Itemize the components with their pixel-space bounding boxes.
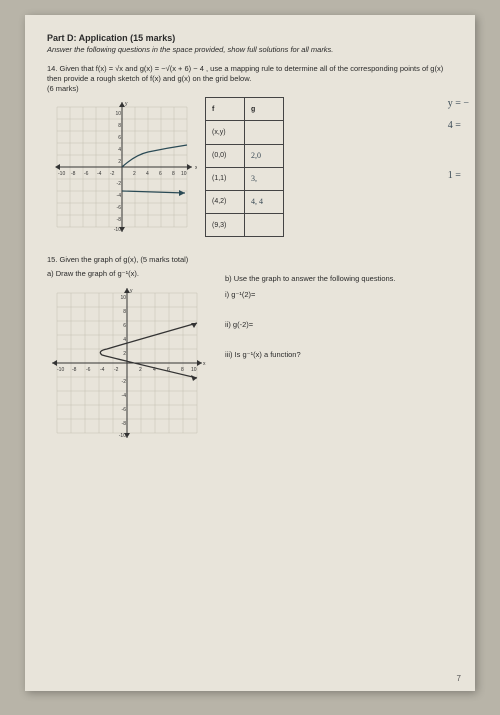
- svg-text:y: y: [125, 101, 128, 107]
- table-row: (4,2) 4, 4: [206, 190, 284, 213]
- svg-text:4: 4: [118, 147, 121, 153]
- cell: [245, 121, 284, 144]
- svg-text:8: 8: [118, 123, 121, 129]
- svg-text:-2: -2: [110, 171, 115, 177]
- svg-text:10: 10: [191, 367, 197, 373]
- svg-text:6: 6: [159, 171, 162, 177]
- cell: (9,3): [206, 214, 245, 237]
- svg-text:-8: -8: [71, 171, 76, 177]
- svg-text:-8: -8: [122, 421, 127, 427]
- table-row: (9,3): [206, 214, 284, 237]
- part-title: Part D: Application (15 marks): [47, 33, 453, 43]
- svg-text:-10: -10: [119, 433, 126, 439]
- svg-text:4: 4: [123, 337, 126, 343]
- cell: [245, 214, 284, 237]
- svg-text:x: x: [195, 165, 197, 171]
- svg-text:10: 10: [120, 295, 126, 301]
- cell: (x,y): [206, 121, 245, 144]
- table-row: (x,y): [206, 121, 284, 144]
- q14-table: f g (x,y) (0,0) 2,0 (1,1) 3, (4,2) 4, 4 …: [205, 97, 284, 237]
- svg-text:-4: -4: [97, 171, 102, 177]
- svg-text:8: 8: [181, 367, 184, 373]
- table-header-g: g: [245, 98, 284, 121]
- cell: 2,0: [245, 144, 284, 167]
- table-row: (0,0) 2,0: [206, 144, 284, 167]
- q14-marks: (6 marks): [47, 84, 79, 93]
- svg-text:-2: -2: [114, 367, 119, 373]
- svg-text:2: 2: [133, 171, 136, 177]
- svg-text:-6: -6: [117, 205, 122, 211]
- svg-text:-4: -4: [122, 393, 127, 399]
- svg-text:-4: -4: [100, 367, 105, 373]
- q15-b-i: i) g⁻¹(2)=: [225, 289, 425, 301]
- table-header-f: f: [206, 98, 245, 121]
- svg-text:-10: -10: [58, 171, 65, 177]
- q14-grid: x y 10 8 6 4 2 -2 -4 -6 -8 -10 -10 -8 -6: [47, 97, 197, 237]
- q15-intro: 15. Given the graph of g(x), (5 marks to…: [47, 255, 453, 265]
- cell: (1,1): [206, 167, 245, 190]
- annot-y: y = −: [448, 93, 469, 115]
- cell: (0,0): [206, 144, 245, 167]
- svg-text:-6: -6: [122, 407, 127, 413]
- cell: 4, 4: [245, 190, 284, 213]
- svg-text:-8: -8: [72, 367, 77, 373]
- q14-fx: f(x) = √x: [96, 64, 123, 73]
- q15-a-label: a) Draw the graph of g⁻¹(x).: [47, 269, 217, 279]
- svg-text:-10: -10: [57, 367, 64, 373]
- svg-text:-2: -2: [117, 181, 122, 187]
- side-annotations: y = − 4 = 1 =: [448, 93, 469, 187]
- svg-text:-2: -2: [122, 379, 127, 385]
- q15-grid: x y 10 8 6 4 2 -2 -4 -6 -8 -10 -10: [47, 283, 197, 443]
- cell: 3,: [245, 167, 284, 190]
- q15-b-ii: ii) g(-2)=: [225, 319, 425, 331]
- part-subtitle: Answer the following questions in the sp…: [47, 45, 453, 54]
- page-number: 7: [457, 674, 461, 683]
- svg-text:8: 8: [172, 171, 175, 177]
- svg-text:x: x: [203, 361, 206, 367]
- svg-text:4: 4: [146, 171, 149, 177]
- svg-text:-10: -10: [114, 227, 121, 233]
- svg-text:10: 10: [115, 111, 121, 117]
- svg-text:-8: -8: [117, 217, 122, 223]
- svg-text:2: 2: [123, 351, 126, 357]
- cell: (4,2): [206, 190, 245, 213]
- svg-text:10: 10: [181, 171, 187, 177]
- svg-text:6: 6: [123, 323, 126, 329]
- svg-text:-4: -4: [117, 193, 122, 199]
- annot-1: 1 =: [448, 165, 469, 187]
- svg-text:2: 2: [118, 159, 121, 165]
- svg-text:6: 6: [118, 135, 121, 141]
- q14-lead: 14. Given that: [47, 64, 96, 73]
- svg-text:8: 8: [123, 309, 126, 315]
- svg-text:-6: -6: [86, 367, 91, 373]
- table-row: (1,1) 3,: [206, 167, 284, 190]
- q15-b-label: b) Use the graph to answer the following…: [225, 273, 425, 285]
- q15-b-iii: iii) Is g⁻¹(x) a function?: [225, 349, 425, 361]
- svg-text:2: 2: [139, 367, 142, 373]
- q14-and: and: [125, 64, 140, 73]
- svg-text:-6: -6: [84, 171, 89, 177]
- annot-4: 4 =: [448, 115, 469, 137]
- q14-text: 14. Given that f(x) = √x and g(x) = −√(x…: [47, 64, 453, 93]
- q14-gx: g(x) = −√(x + 6) − 4: [140, 64, 204, 73]
